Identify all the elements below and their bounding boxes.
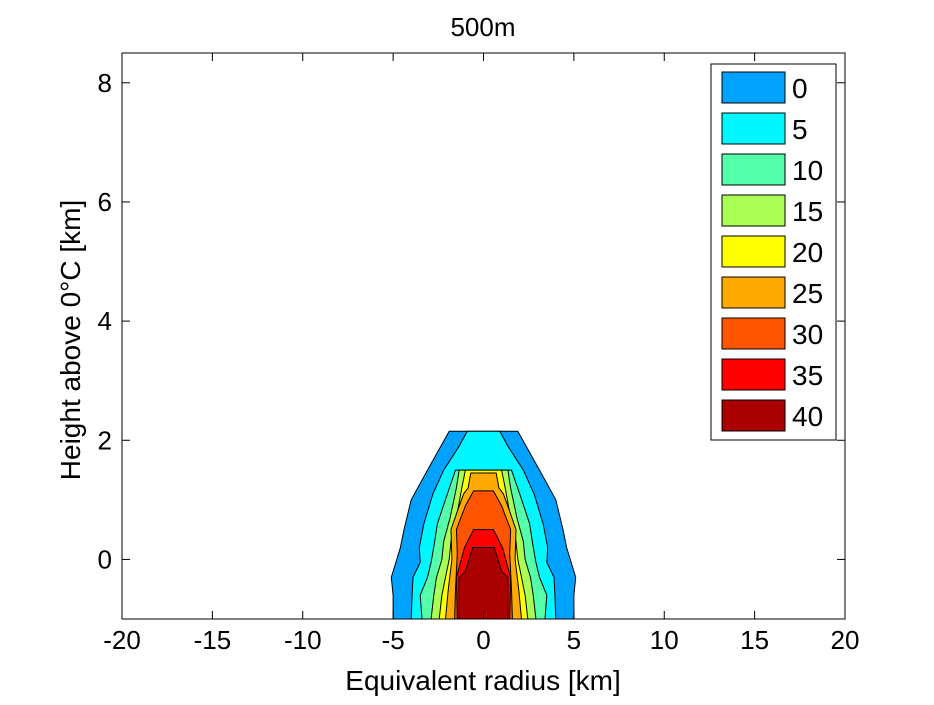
- y-axis-ticks: 0 2 4 6 8: [98, 68, 845, 574]
- legend-label-25: 25: [792, 278, 823, 309]
- x-tick-label: 0: [476, 625, 490, 655]
- legend-swatch-0: [721, 71, 786, 104]
- y-axis-label: Height above 0°C [km]: [55, 200, 86, 480]
- y-tick-label: 0: [98, 544, 112, 574]
- legend-swatch-30: [721, 317, 786, 350]
- chart-title: 500m: [450, 12, 515, 42]
- legend-swatch-10: [721, 153, 786, 186]
- x-tick-label: 5: [567, 625, 581, 655]
- y-tick-label: 8: [98, 68, 112, 98]
- legend-swatch-25: [721, 276, 786, 309]
- x-axis-ticks: -20 -15 -10 -5 0 5 10 15 20: [103, 53, 859, 655]
- legend-swatch-5: [721, 112, 786, 145]
- x-tick-label: -20: [103, 625, 141, 655]
- legend-label-40: 40: [792, 401, 823, 432]
- y-tick-label: 6: [98, 187, 112, 217]
- legend-swatch-40: [721, 399, 786, 432]
- y-tick-label: 4: [98, 306, 112, 336]
- legend-swatch-20: [721, 235, 786, 268]
- x-tick-label: 10: [650, 625, 679, 655]
- x-axis-label: Equivalent radius [km]: [345, 665, 620, 696]
- x-tick-label: -10: [284, 625, 322, 655]
- legend-label-10: 10: [792, 155, 823, 186]
- x-tick-label: -5: [382, 625, 405, 655]
- x-tick-label: -15: [194, 625, 232, 655]
- legend-label-35: 35: [792, 360, 823, 391]
- legend-swatch-35: [721, 358, 786, 391]
- legend-label-0: 0: [792, 73, 808, 104]
- x-tick-label: 15: [740, 625, 769, 655]
- legend-label-5: 5: [792, 114, 808, 145]
- contour-fills: [390, 430, 577, 620]
- legend-label-20: 20: [792, 237, 823, 268]
- x-tick-label: 20: [831, 625, 860, 655]
- legend-swatch-15: [721, 194, 786, 227]
- legend-label-30: 30: [792, 319, 823, 350]
- legend: 0 5 10 15 20 25 30 35 40: [710, 63, 837, 441]
- y-tick-label: 2: [98, 425, 112, 455]
- legend-label-15: 15: [792, 196, 823, 227]
